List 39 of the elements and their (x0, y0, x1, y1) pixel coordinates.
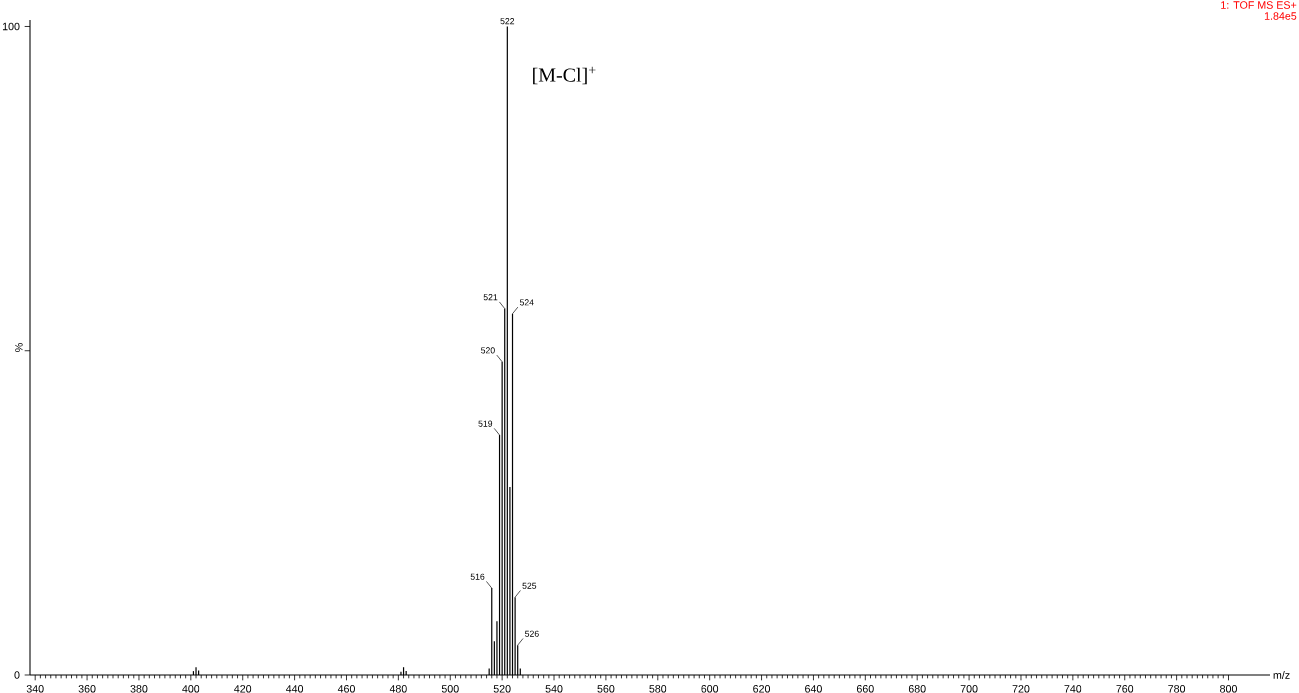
x-tick-label: 680 (908, 685, 926, 693)
x-tick-label: 640 (805, 685, 822, 693)
x-axis-title: m/z (1273, 671, 1290, 679)
y-tick-label: 100 (2, 22, 20, 31)
annotation: 522 (500, 18, 515, 25)
annotation: [M-Cl]$^{+}$ (533, 66, 596, 85)
annotation: 524 (519, 299, 534, 306)
annotation: 520 (481, 347, 495, 354)
annotation: 525 (522, 582, 537, 589)
annotation: 526 (525, 630, 539, 637)
x-tick-label: 420 (234, 685, 252, 693)
x-tick-label: 540 (545, 685, 563, 693)
x-tick-label: 620 (753, 685, 771, 693)
x-tick-label: 560 (597, 685, 615, 693)
chart-title: 1: TOF MS ES+ (1221, 1, 1297, 9)
x-tick-label: 580 (649, 685, 667, 693)
y-axis-title: % (15, 343, 23, 352)
x-tick-label: 360 (78, 685, 96, 693)
x-tick-label: 500 (441, 685, 459, 693)
x-tick-label: 520 (493, 685, 511, 693)
x-tick-label: 600 (701, 685, 719, 693)
x-tick-label: 800 (1220, 685, 1237, 693)
x-tick-label: 740 (1064, 685, 1082, 693)
annotation: 521 (483, 294, 498, 301)
x-tick-label: 700 (960, 685, 978, 693)
annotation: 519 (478, 420, 493, 427)
x-tick-label: 340 (26, 685, 44, 693)
x-tick-label: 440 (285, 685, 304, 693)
x-tick-label: 480 (389, 685, 407, 693)
x-tick-label: 780 (1168, 685, 1186, 693)
y-tick-label: 0 (14, 671, 20, 679)
x-tick-label: 720 (1012, 685, 1030, 693)
x-tick-label: 760 (1116, 685, 1134, 693)
annotation: 516 (470, 573, 485, 580)
x-tick-label: 460 (337, 685, 355, 693)
x-tick-label: 380 (130, 685, 148, 693)
x-tick-label: 660 (856, 685, 874, 693)
x-tick-label: 400 (182, 685, 200, 693)
chart-subtitle: 1.84e5 (1264, 12, 1297, 20)
